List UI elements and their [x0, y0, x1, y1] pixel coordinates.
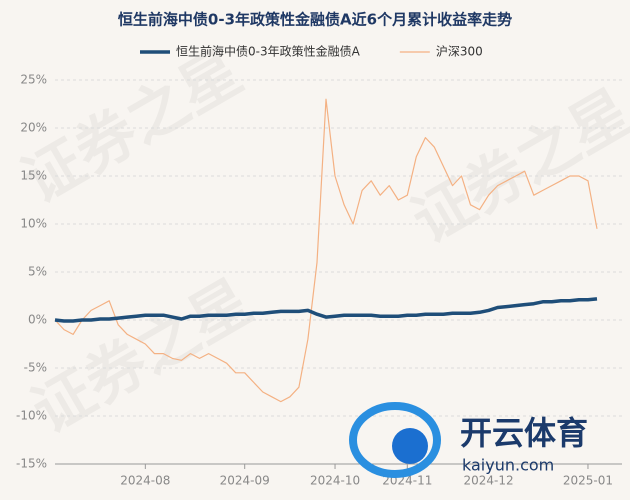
y-tick-label: -5%: [24, 361, 47, 375]
y-tick-label: -10%: [16, 409, 47, 423]
logo-text: 开云体育: [460, 414, 588, 452]
x-tick-label: 2024-12: [464, 474, 514, 488]
logo-ring: [349, 402, 441, 478]
chart-title: 恒生前海中债0-3年政策性金融债A近6个月累计收益率走势: [118, 11, 512, 29]
x-tick-label: 2025-01: [563, 474, 613, 488]
legend-label: 沪深300: [436, 45, 483, 59]
series-line: [54, 98, 598, 403]
y-tick-label: 20%: [20, 121, 47, 135]
y-tick-label: 15%: [20, 169, 47, 183]
x-tick-label: 2024-08: [120, 474, 170, 488]
logo-ball: [392, 428, 428, 464]
y-tick-label: 5%: [28, 265, 47, 279]
legend-label: 恒生前海中债0-3年政策性金融债A: [176, 44, 361, 59]
x-tick-label: 2024-09: [220, 474, 270, 488]
logo: 开云体育 kaiyun.com: [349, 402, 588, 478]
x-tick-label: 2024-10: [310, 474, 360, 488]
y-tick-label: 10%: [20, 217, 47, 231]
series-line: [54, 297, 598, 323]
y-tick-label: 0%: [28, 313, 47, 327]
y-tick-label: -15%: [16, 457, 47, 471]
logo-url: kaiyun.com: [462, 456, 554, 475]
y-tick-label: 25%: [20, 73, 47, 87]
